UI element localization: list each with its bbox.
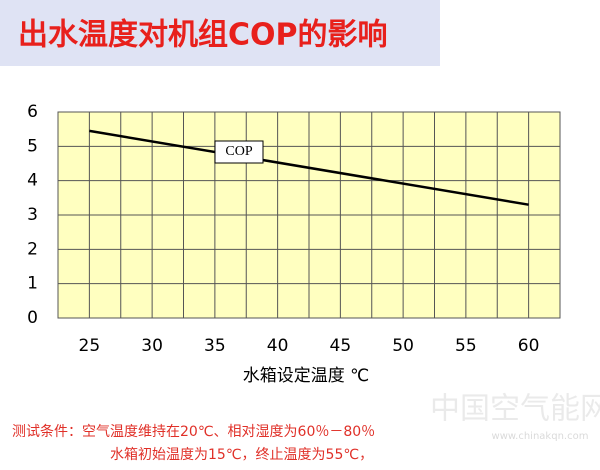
x-tick-label: 30 [141, 336, 163, 356]
x-tick-label: 45 [330, 336, 352, 356]
x-tick-label: 40 [267, 336, 289, 356]
y-tick-label: 3 [27, 205, 38, 225]
series-line [89, 129, 529, 206]
y-tick-label: 0 [27, 308, 38, 328]
x-tick-label: 60 [518, 336, 540, 356]
y-tick-label: 6 [27, 102, 38, 122]
x-tick-label: 35 [204, 336, 226, 356]
watermark: 中国空气能网 [430, 392, 600, 427]
note: 水箱初始温度为15℃，终止温度为55℃， [110, 446, 373, 463]
y-tick-label: 4 [27, 171, 38, 191]
y-tick-label: 2 [27, 239, 38, 259]
y-tick-label: 5 [27, 136, 38, 156]
x-tick-label: 25 [79, 336, 101, 356]
title-banner [0, 0, 440, 66]
series-label-box [214, 140, 264, 164]
chart-title: 出水温度对机组COP的影响 [18, 18, 388, 53]
x-tick-label: 55 [455, 336, 477, 356]
watermark: www.chinakqn.com [492, 431, 589, 442]
x-axis-label: 水箱设定温度 ℃ [243, 366, 370, 386]
y-tick-label: 1 [27, 274, 38, 294]
x-tick-label: 50 [392, 336, 414, 356]
note: 测试条件：空气温度维持在20℃、相对湿度为60％－80％ [12, 423, 375, 440]
series-label: COP [225, 144, 252, 159]
